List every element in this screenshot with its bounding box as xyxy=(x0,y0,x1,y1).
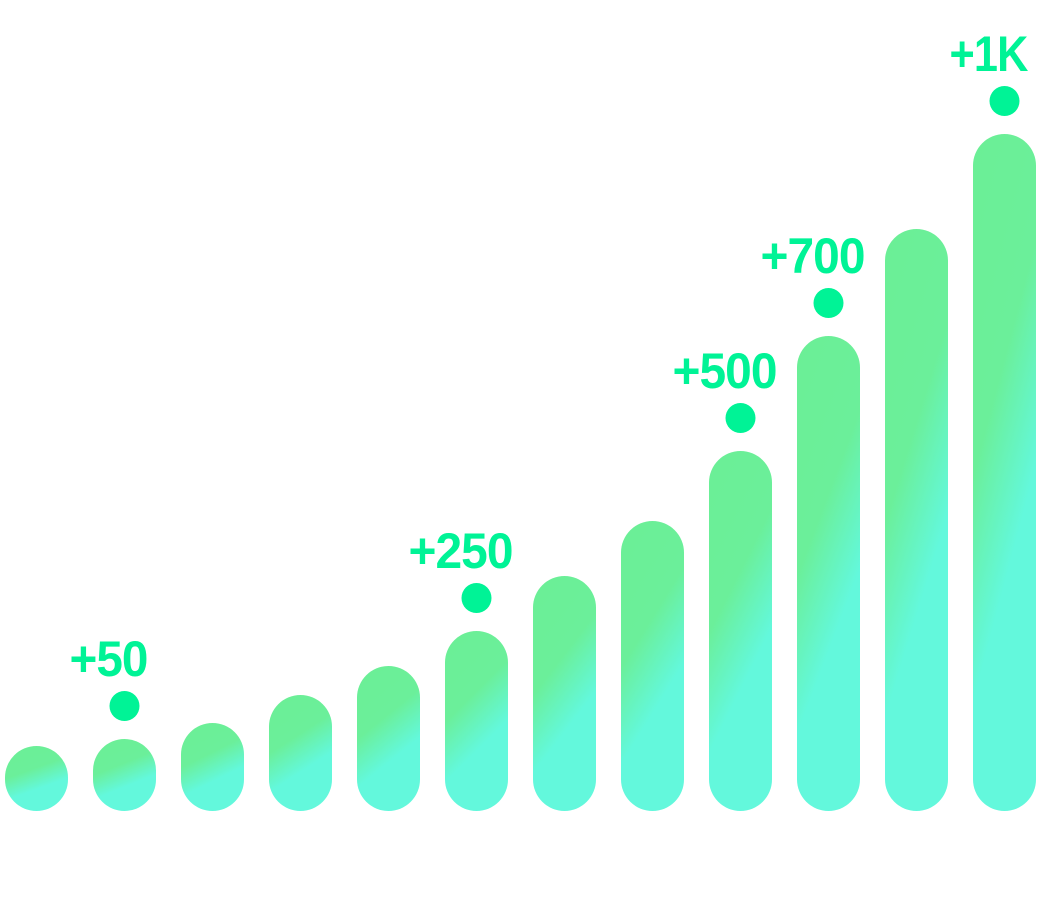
annotation-dot-1 xyxy=(109,691,140,721)
annotation-label-2: +250 xyxy=(409,523,513,579)
bar-12 xyxy=(973,134,1036,811)
annotation-label-3: +500 xyxy=(673,343,777,399)
bar-7 xyxy=(533,576,596,811)
bar-series xyxy=(5,134,1036,811)
bar-2 xyxy=(93,739,156,811)
bar-3 xyxy=(181,723,244,811)
annotation-label-5: +1K xyxy=(950,26,1029,82)
bar-8 xyxy=(621,521,684,811)
annotation-label-1: +50 xyxy=(70,631,148,687)
annotation-dot-5 xyxy=(989,86,1020,116)
bar-6 xyxy=(445,631,508,811)
bar-10 xyxy=(797,336,860,811)
bar-5 xyxy=(357,666,420,811)
bar-4 xyxy=(269,695,332,811)
annotation-dot-2 xyxy=(461,583,492,613)
bar-11 xyxy=(885,229,948,811)
annotation-layer: +50 +250 +500 +700 +1K xyxy=(70,26,1029,721)
annotation-dot-3 xyxy=(725,403,756,433)
bar-9 xyxy=(709,451,772,811)
annotation-label-4: +700 xyxy=(761,228,865,284)
annotation-dot-4 xyxy=(813,288,844,318)
bar-1 xyxy=(5,746,68,811)
